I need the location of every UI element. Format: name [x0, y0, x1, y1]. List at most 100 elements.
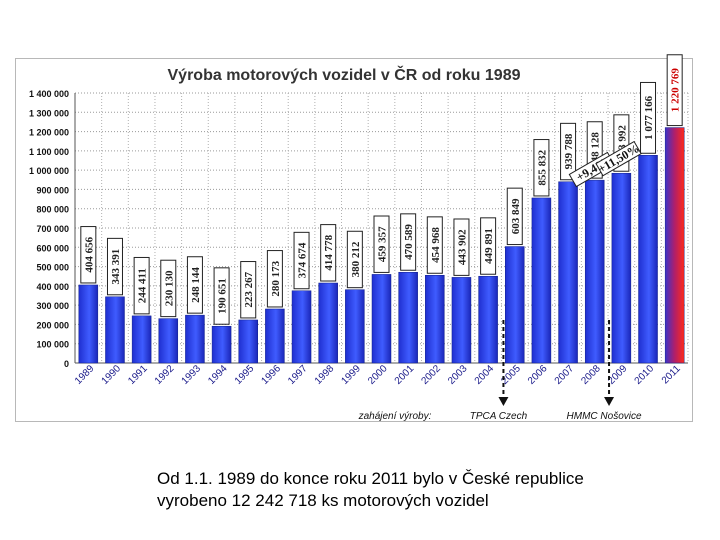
value-label-box	[266, 250, 283, 308]
y-tick-label: 1 200 000	[29, 128, 69, 138]
value-label-box	[106, 237, 123, 296]
value-label-text: 244 411	[137, 268, 149, 303]
value-label-text: 280 173	[270, 260, 282, 296]
y-tick-label: 0	[64, 359, 69, 369]
bar-1999	[345, 289, 365, 364]
y-tick-label: 600 000	[36, 243, 69, 253]
value-label-text: 230 130	[163, 270, 175, 306]
value-label-1996: 280 173	[266, 250, 283, 308]
value-label-1991: 244 411	[133, 256, 150, 315]
value-label-1998: 414 778	[320, 224, 337, 282]
x-tick-label: 2001	[393, 363, 417, 387]
bar-1991	[131, 315, 152, 364]
value-label-2007: 939 788	[560, 122, 577, 181]
value-label-2000: 459 357	[373, 215, 390, 273]
value-label-2005: 603 849	[506, 187, 523, 246]
x-tick-label: 1994	[206, 363, 230, 387]
value-label-text: 343 391	[110, 249, 122, 285]
value-label-1992: 230 130	[160, 259, 177, 318]
value-label-text: 470 589	[403, 224, 415, 260]
x-tick-label: 1991	[126, 363, 150, 387]
bar-2007	[558, 181, 578, 364]
value-label-box	[480, 217, 497, 275]
value-label-box	[293, 231, 310, 290]
bar-2009	[611, 172, 632, 364]
bar-2002	[425, 275, 445, 364]
x-tick-label: 1989	[73, 363, 97, 387]
bar-1992	[158, 318, 179, 364]
caption-line-2: vyrobeno 12 242 718 ks motorových vozide…	[157, 491, 489, 510]
bar-1990	[105, 296, 125, 364]
y-tick-label: 1 400 000	[29, 89, 69, 99]
value-label-2010: 1 077 166	[640, 81, 657, 154]
value-label-2002: 454 968	[426, 216, 443, 274]
value-label-1993: 248 144	[186, 256, 203, 314]
y-tick-label: 400 000	[36, 282, 69, 292]
bar-1993	[185, 314, 205, 364]
value-label-box	[346, 230, 363, 289]
value-label-box	[213, 267, 230, 325]
y-tick-label: 200 000	[36, 320, 69, 330]
bar-2000	[371, 274, 392, 364]
value-label-box	[400, 213, 417, 271]
x-tick-label: 1995	[233, 363, 257, 387]
value-label-text: 404 656	[83, 236, 95, 272]
bar-2010	[638, 155, 658, 364]
value-label-1999: 380 212	[346, 230, 363, 289]
x-tick-label: 1990	[100, 363, 124, 387]
value-label-text: 190 651	[217, 278, 229, 314]
y-tick-label: 300 000	[36, 301, 69, 311]
value-label-box	[666, 54, 683, 127]
marker-intro: zahájení výroby:	[358, 411, 432, 422]
value-label-2004: 449 891	[480, 217, 497, 275]
value-label-text: 374 674	[297, 242, 309, 278]
y-tick-label: 100 000	[36, 340, 69, 350]
x-tick-label: 1999	[339, 363, 363, 387]
value-label-text: 603 849	[510, 198, 522, 234]
x-tick-label: 2006	[526, 363, 550, 387]
value-label-text: 855 832	[536, 149, 548, 185]
bar-2008	[584, 179, 605, 364]
y-tick-label: 900 000	[36, 185, 69, 195]
value-label-text: 1 077 166	[643, 95, 655, 140]
y-tick-label: 1 300 000	[29, 108, 69, 118]
bar-1995	[238, 319, 258, 364]
x-tick-label: 1996	[260, 363, 284, 387]
bar-1998	[318, 282, 338, 364]
value-label-box	[160, 259, 177, 318]
value-label-text: 939 788	[563, 133, 575, 169]
value-label-1994: 190 651	[213, 267, 230, 325]
value-label-box	[453, 218, 470, 276]
bar-2005	[505, 246, 525, 364]
bar-2001	[398, 271, 418, 364]
value-label-text: 248 144	[190, 267, 202, 303]
x-tick-label: 2007	[553, 363, 577, 387]
value-label-text: 443 902	[456, 229, 468, 265]
value-label-box	[186, 256, 203, 314]
value-label-1990: 343 391	[106, 237, 123, 296]
value-label-box	[506, 187, 523, 246]
value-label-2006: 855 832	[533, 139, 550, 197]
x-tick-label: 2002	[419, 363, 443, 387]
marker-arrow	[498, 397, 509, 406]
value-label-box	[373, 215, 390, 273]
bar-2011	[664, 127, 685, 364]
bar-1994	[211, 325, 232, 364]
value-label-box	[426, 216, 443, 274]
value-label-1997: 374 674	[293, 231, 310, 290]
value-label-1995: 223 267	[240, 261, 257, 319]
x-tick-label: 2011	[660, 363, 683, 386]
y-tick-label: 800 000	[36, 205, 69, 215]
x-tick-label: 2010	[633, 363, 657, 387]
x-tick-label: 2000	[366, 363, 390, 387]
value-label-text: 1 220 769	[670, 68, 682, 113]
x-tick-label: 1992	[153, 363, 177, 387]
growth-annotation-box	[595, 140, 642, 177]
marker-label: TPCA Czech	[470, 411, 528, 422]
value-label-2003: 443 902	[453, 218, 470, 276]
caption-line-1: Od 1.1. 1989 do konce roku 2011 bylo v Č…	[157, 469, 584, 488]
value-label-text: 223 267	[243, 271, 255, 307]
bar-1997	[291, 290, 312, 364]
value-label-text: 380 212	[350, 241, 362, 277]
